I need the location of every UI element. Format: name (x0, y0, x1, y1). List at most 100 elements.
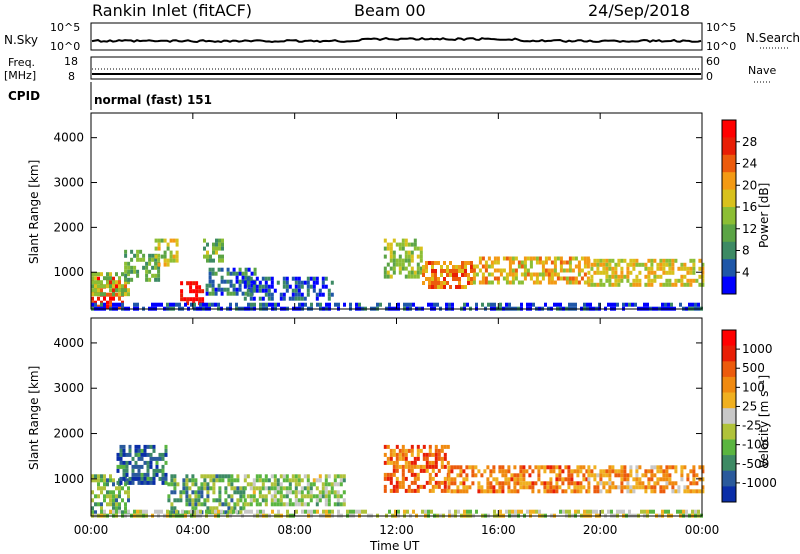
power-cell (398, 246, 402, 251)
power-cell (151, 302, 154, 307)
nsearch-tick-bottom: 10^0 (706, 40, 736, 53)
vel-cell (474, 465, 478, 470)
power-cell (294, 292, 298, 297)
power-cell (259, 302, 262, 307)
vel-cell (389, 480, 393, 485)
vel-cell (303, 486, 307, 491)
power-cell (617, 258, 621, 263)
vel-cell (650, 469, 654, 474)
vel-cell (683, 485, 687, 490)
vel-cell (261, 498, 265, 503)
vel-cell (552, 465, 556, 470)
power-cell (401, 246, 405, 251)
power-cell (178, 302, 181, 307)
power-cell (626, 266, 630, 271)
vel-cell (264, 478, 268, 483)
vel-cell (489, 485, 493, 490)
vel-cell (325, 509, 328, 514)
power-cell (106, 292, 109, 297)
vel-cell (392, 460, 396, 465)
vel-cell (261, 494, 265, 499)
power-cell (100, 288, 103, 293)
vel-cell (596, 485, 600, 490)
vel-cell (127, 486, 130, 491)
power-cell (587, 282, 591, 287)
power-cell (665, 270, 669, 275)
power-cell (157, 257, 161, 262)
power-cell (559, 264, 563, 269)
vel-cell (537, 473, 541, 478)
power-cell (535, 280, 539, 285)
vel-cell (294, 490, 298, 495)
power-cell (392, 250, 396, 255)
power-cell (121, 272, 124, 277)
vel-cell (279, 490, 283, 495)
vel-cell (543, 469, 547, 474)
power-ylabel: Slant Range [km] (27, 160, 41, 264)
vel-cell (127, 490, 130, 495)
power-cell (303, 280, 307, 285)
vel-cell (443, 464, 447, 469)
vel-cell (327, 502, 331, 507)
power-cell (175, 238, 179, 243)
power-cell (589, 302, 592, 307)
vel-cell (640, 509, 643, 514)
power-colorbar-swatch (722, 224, 736, 243)
vel-cell (644, 489, 648, 494)
power-cell (157, 238, 161, 243)
colorbar-tick-label: -25 (742, 419, 762, 433)
vel-cell (453, 465, 457, 470)
power-cell (91, 302, 94, 307)
vel-cell (602, 485, 606, 490)
power-cell (692, 266, 696, 271)
power-cell (416, 266, 420, 271)
vel-cell (593, 485, 597, 490)
power-cell (496, 280, 500, 285)
vel-cell (537, 469, 541, 474)
vel-cell (395, 484, 399, 489)
power-cell (565, 280, 569, 285)
vel-cell (534, 465, 538, 470)
power-cell (493, 302, 496, 307)
vel-cell (587, 477, 591, 482)
vel-cell (427, 509, 430, 514)
power-cell (205, 302, 208, 307)
vel-cell (447, 481, 451, 486)
power-cell (145, 261, 149, 266)
nsky-panel (90, 22, 703, 51)
vel-cell (249, 498, 253, 503)
power-cell (568, 264, 572, 269)
power-cell (701, 282, 705, 287)
power-cell (106, 280, 109, 285)
power-cell (261, 288, 265, 293)
vel-cell (416, 444, 420, 449)
power-cell (440, 269, 443, 273)
power-cell (212, 242, 215, 247)
vel-cell (694, 509, 697, 514)
power-cell (243, 296, 247, 301)
vel-cell (493, 509, 496, 514)
vel-cell (262, 509, 265, 514)
power-cell (611, 258, 615, 263)
vel-cell (131, 476, 135, 481)
power-cell (583, 302, 586, 307)
power-cell (217, 302, 220, 307)
power-cell (446, 269, 449, 273)
power-cell (665, 258, 669, 263)
power-cell (502, 276, 506, 281)
vel-cell (428, 488, 432, 493)
vel-cell (258, 490, 262, 495)
power-cell (614, 282, 618, 287)
power-cell (674, 258, 678, 263)
power-cell (154, 265, 158, 270)
vel-cell (267, 478, 271, 483)
vel-cell (206, 506, 210, 511)
vel-cell (185, 494, 189, 499)
power-cell (192, 289, 196, 294)
vel-cell (212, 478, 216, 483)
power-cell (586, 256, 590, 261)
x-tick-label: 04:00 (176, 523, 211, 537)
power-cell (698, 258, 702, 263)
vel-cell (623, 485, 627, 490)
vel-cell (137, 444, 141, 449)
